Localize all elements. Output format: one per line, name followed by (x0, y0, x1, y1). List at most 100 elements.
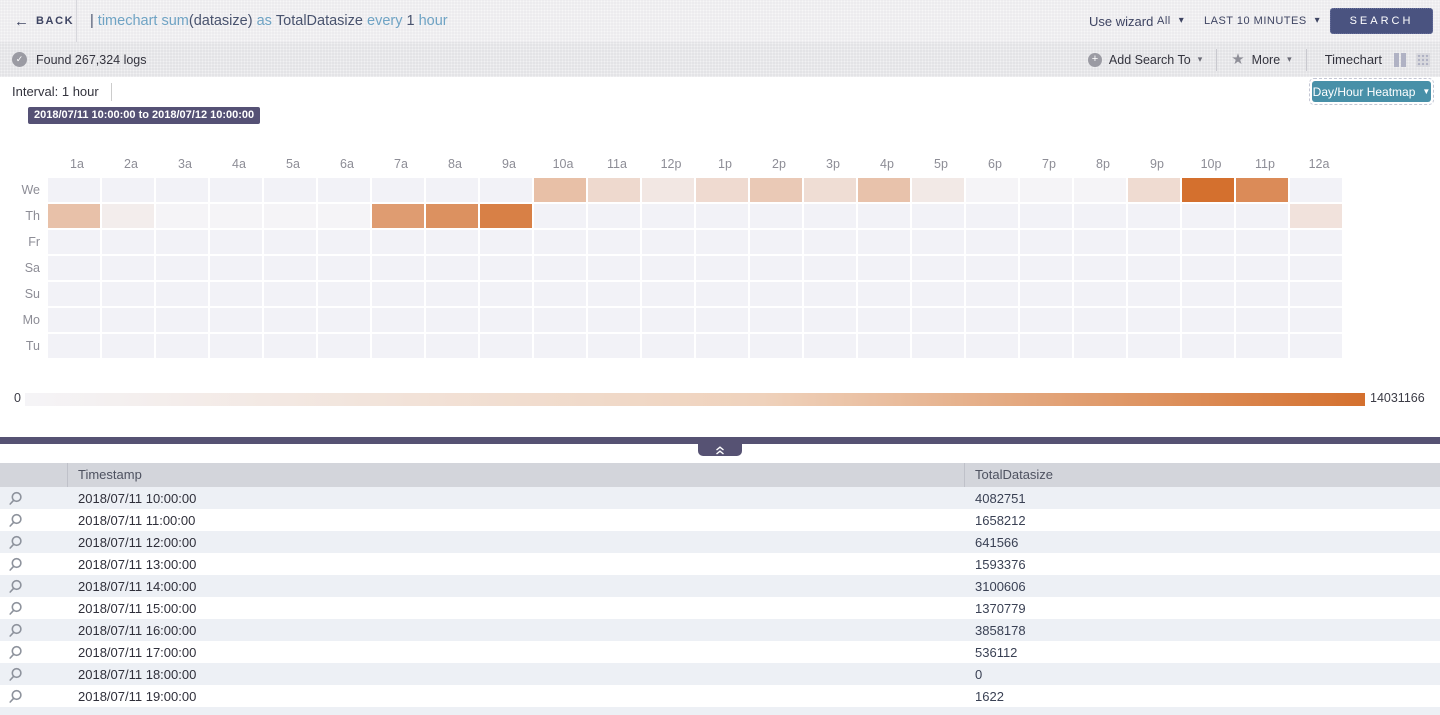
heatmap-cell[interactable] (1236, 178, 1288, 202)
inspect-row-button[interactable] (0, 667, 68, 682)
heatmap-cell[interactable] (1074, 308, 1126, 332)
heatmap-cell[interactable] (912, 334, 964, 358)
heatmap-cell[interactable] (1236, 334, 1288, 358)
heatmap-cell[interactable] (102, 230, 154, 254)
heatmap-cell[interactable] (1236, 282, 1288, 306)
scope-dropdown[interactable]: All ▾ (1157, 0, 1184, 42)
heatmap-cell[interactable] (1020, 282, 1072, 306)
heatmap-cell[interactable] (1020, 204, 1072, 228)
heatmap-cell[interactable] (210, 282, 262, 306)
heatmap-cell[interactable] (1074, 204, 1126, 228)
heatmap-cell[interactable] (804, 204, 856, 228)
heatmap-cell[interactable] (1236, 230, 1288, 254)
heatmap-cell[interactable] (588, 204, 640, 228)
heatmap-cell[interactable] (804, 334, 856, 358)
heatmap-cell[interactable] (1182, 204, 1234, 228)
heatmap-cell[interactable] (1020, 230, 1072, 254)
heatmap-cell[interactable] (642, 204, 694, 228)
heatmap-cell[interactable] (102, 308, 154, 332)
heatmap-cell[interactable] (858, 308, 910, 332)
heatmap-cell[interactable] (696, 334, 748, 358)
heatmap-cell[interactable] (1236, 256, 1288, 280)
heatmap-cell[interactable] (210, 308, 262, 332)
heatmap-cell[interactable] (426, 230, 478, 254)
heatmap-cell[interactable] (750, 204, 802, 228)
heatmap-cell[interactable] (912, 282, 964, 306)
heatmap-cell[interactable] (1182, 230, 1234, 254)
heatmap-cell[interactable] (966, 256, 1018, 280)
heatmap-cell[interactable] (48, 334, 100, 358)
heatmap-cell[interactable] (480, 204, 532, 228)
heatmap-cell[interactable] (48, 308, 100, 332)
heatmap-cell[interactable] (912, 204, 964, 228)
heatmap-cell[interactable] (696, 308, 748, 332)
inspect-row-button[interactable] (0, 601, 68, 616)
more-button[interactable]: ★ More ▾ (1217, 52, 1305, 67)
inspect-row-button[interactable] (0, 689, 68, 704)
heatmap-cell[interactable] (696, 204, 748, 228)
heatmap-cell[interactable] (318, 230, 370, 254)
heatmap-cell[interactable] (534, 230, 586, 254)
heatmap-cell[interactable] (102, 256, 154, 280)
heatmap-cell[interactable] (426, 256, 478, 280)
heatmap-cell[interactable] (210, 178, 262, 202)
heatmap-cell[interactable] (804, 282, 856, 306)
heatmap-cell[interactable] (480, 308, 532, 332)
inspect-row-button[interactable] (0, 513, 68, 528)
heatmap-cell[interactable] (534, 308, 586, 332)
heatmap-cell[interactable] (534, 334, 586, 358)
heatmap-cell[interactable] (372, 308, 424, 332)
heatmap-cell[interactable] (804, 308, 856, 332)
time-range-dropdown[interactable]: LAST 10 MINUTES ▾ (1204, 0, 1320, 42)
heatmap-cell[interactable] (1074, 282, 1126, 306)
heatmap-cell[interactable] (1020, 256, 1072, 280)
heatmap-cell[interactable] (642, 282, 694, 306)
heatmap-cell[interactable] (588, 308, 640, 332)
inspect-row-button[interactable] (0, 491, 68, 506)
heatmap-cell[interactable] (156, 334, 208, 358)
heatmap-cell[interactable] (372, 282, 424, 306)
heatmap-cell[interactable] (48, 178, 100, 202)
heatmap-cell[interactable] (264, 308, 316, 332)
heatmap-cell[interactable] (1020, 334, 1072, 358)
heatmap-cell[interactable] (1182, 308, 1234, 332)
heatmap-cell[interactable] (750, 256, 802, 280)
heatmap-cell[interactable] (264, 282, 316, 306)
heatmap-cell[interactable] (588, 230, 640, 254)
heatmap-cell[interactable] (534, 256, 586, 280)
heatmap-cell[interactable] (264, 334, 316, 358)
heatmap-cell[interactable] (1290, 230, 1342, 254)
heatmap-cell[interactable] (642, 230, 694, 254)
heatmap-cell[interactable] (858, 204, 910, 228)
heatmap-cell[interactable] (696, 230, 748, 254)
heatmap-cell[interactable] (696, 178, 748, 202)
heatmap-cell[interactable] (1290, 178, 1342, 202)
heatmap-cell[interactable] (1290, 308, 1342, 332)
heatmap-cell[interactable] (48, 282, 100, 306)
heatmap-cell[interactable] (804, 256, 856, 280)
heatmap-cell[interactable] (1290, 204, 1342, 228)
heatmap-cell[interactable] (210, 256, 262, 280)
heatmap-cell[interactable] (534, 178, 586, 202)
heatmap-cell[interactable] (426, 204, 478, 228)
heatmap-cell[interactable] (480, 230, 532, 254)
heatmap-cell[interactable] (480, 334, 532, 358)
heatmap-cell[interactable] (588, 282, 640, 306)
use-wizard-link[interactable]: Use wizard (1089, 13, 1154, 29)
heatmap-cell[interactable] (858, 230, 910, 254)
heatmap-cell[interactable] (210, 230, 262, 254)
heatmap-cell[interactable] (912, 230, 964, 254)
heatmap-cell[interactable] (1182, 282, 1234, 306)
add-search-to-button[interactable]: + Add Search To ▾ (1074, 52, 1216, 67)
heatmap-cell[interactable] (426, 178, 478, 202)
heatmap-cell[interactable] (696, 256, 748, 280)
inspect-row-button[interactable] (0, 557, 68, 572)
heatmap-cell[interactable] (480, 282, 532, 306)
heatmap-cell[interactable] (750, 230, 802, 254)
heatmap-cell[interactable] (1020, 178, 1072, 202)
inspect-row-button[interactable] (0, 535, 68, 550)
heatmap-cell[interactable] (966, 334, 1018, 358)
barchart-view-icon[interactable] (1394, 52, 1408, 67)
grid-view-icon[interactable] (1416, 52, 1430, 67)
heatmap-cell[interactable] (912, 308, 964, 332)
